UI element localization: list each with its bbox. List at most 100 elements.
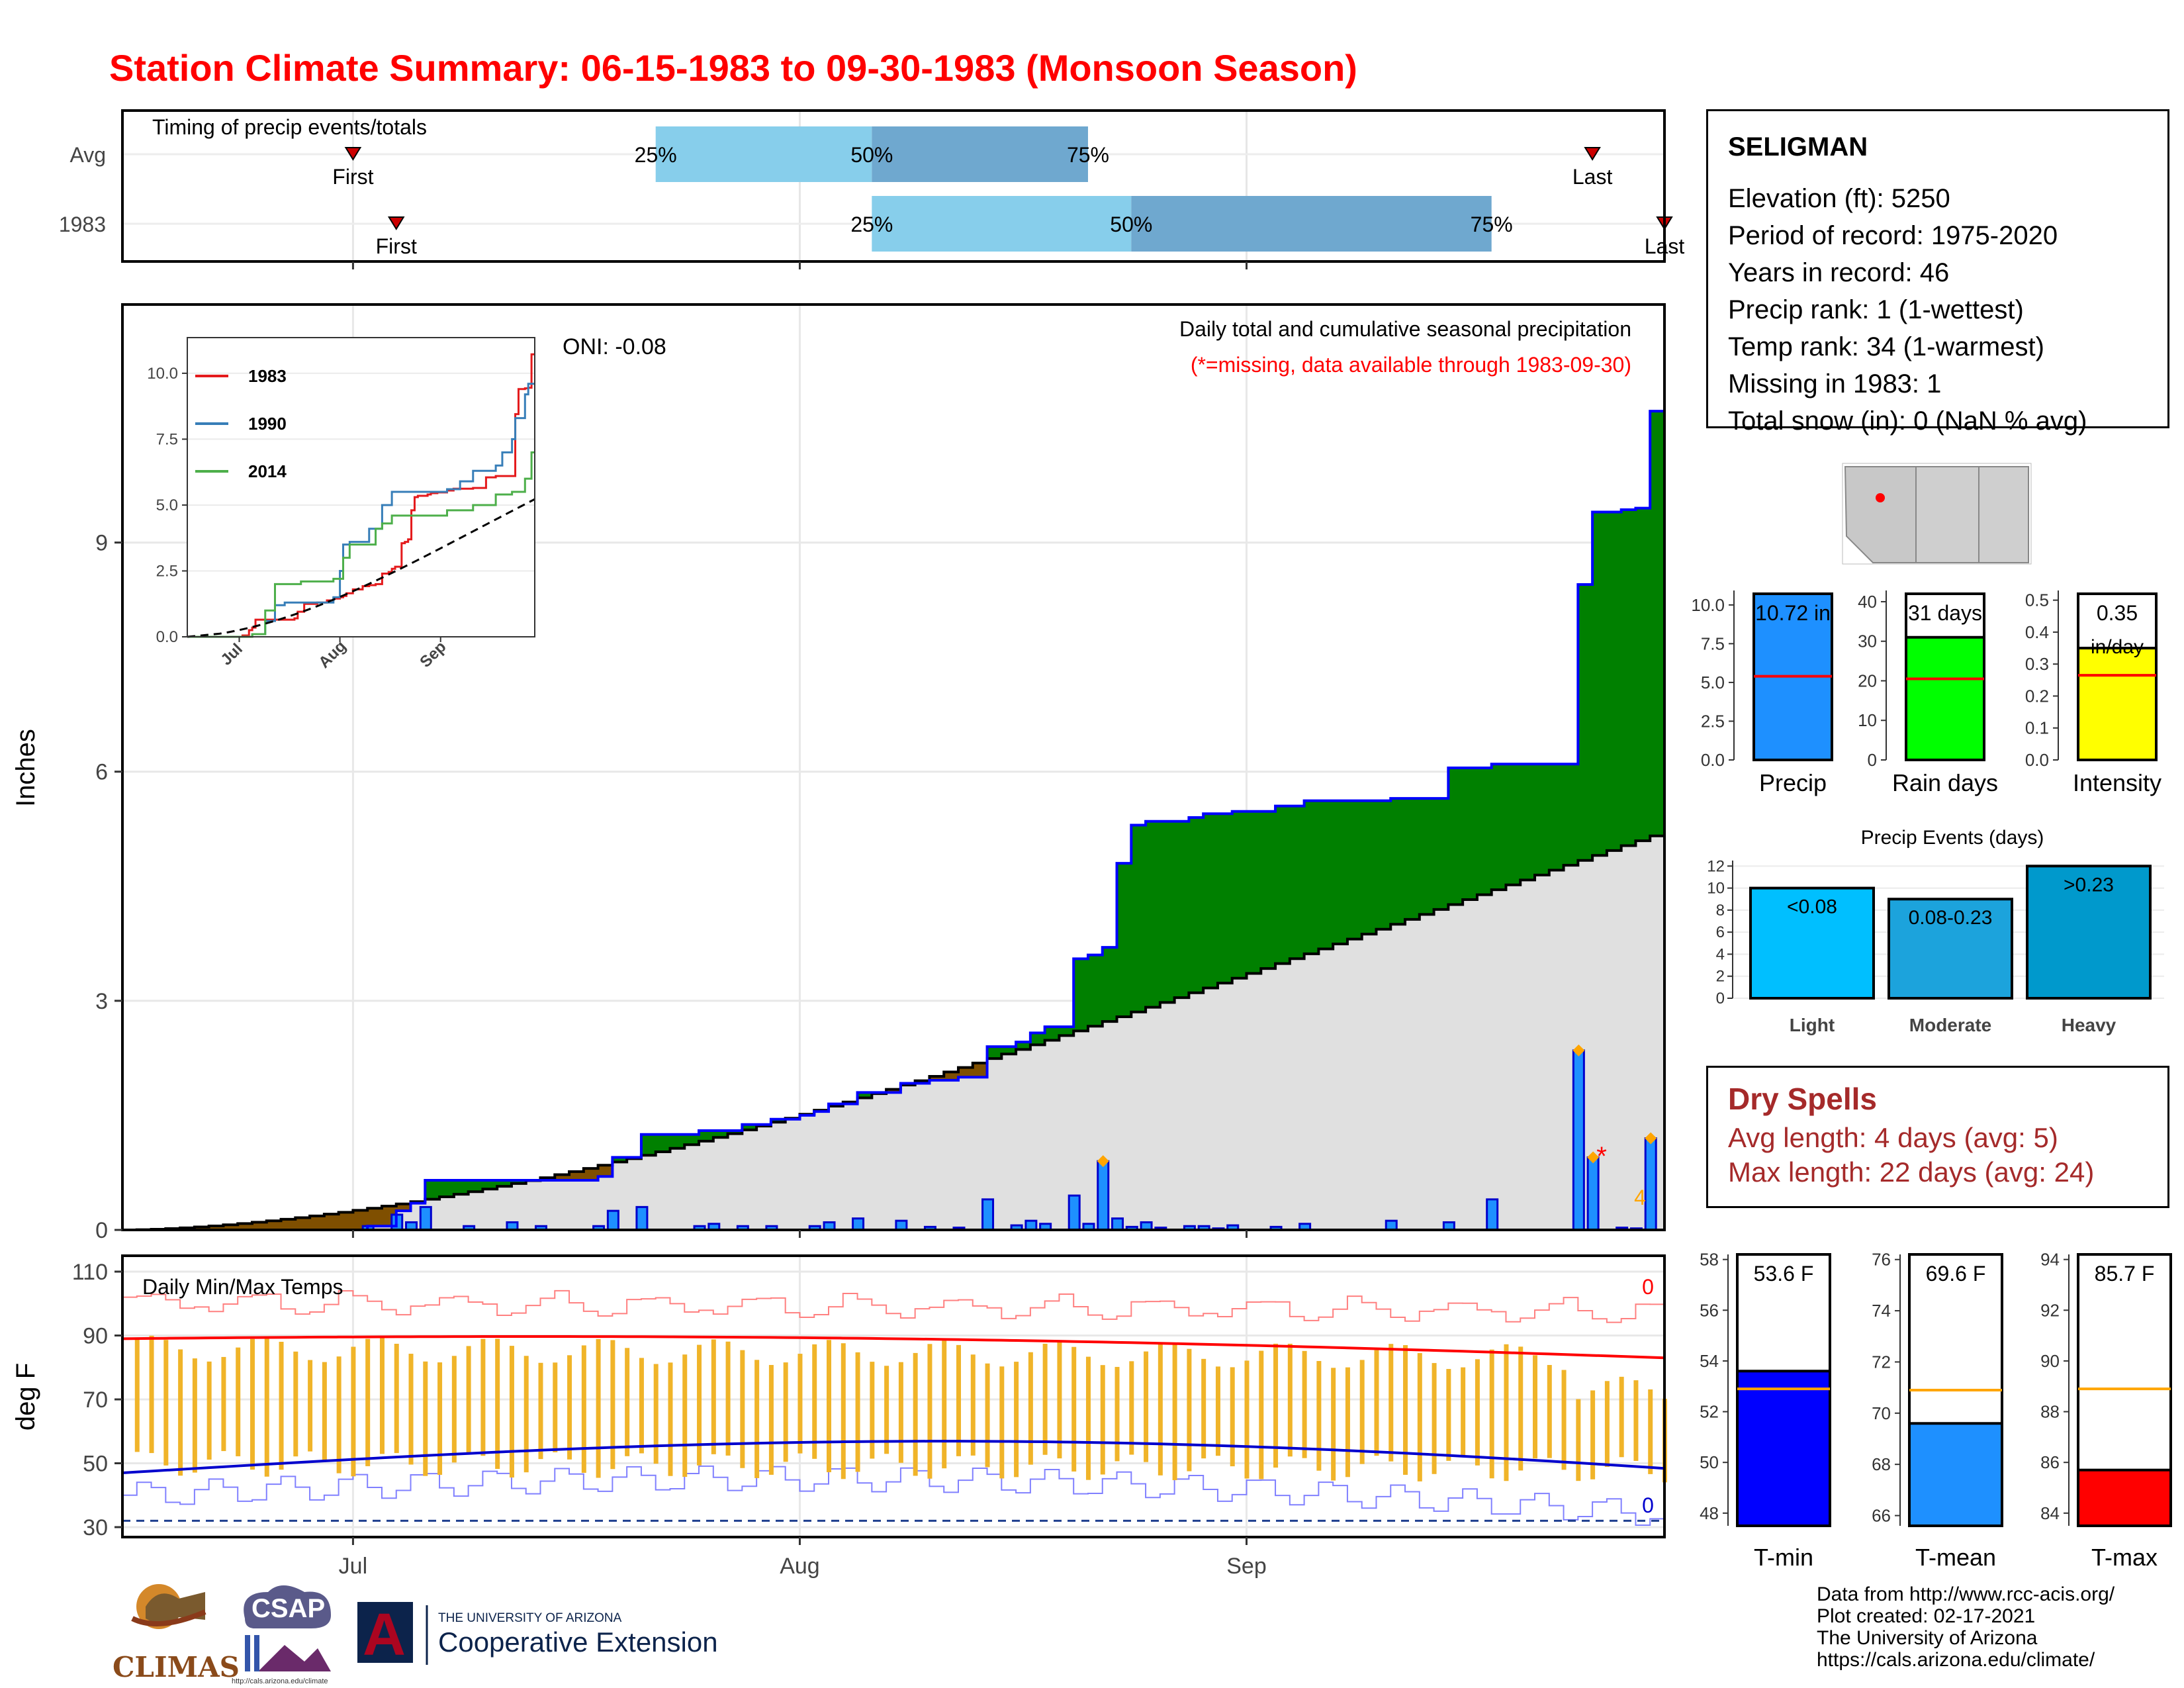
daily-temp-range-bar [480,1338,486,1456]
daily-precip-bar [1644,1137,1657,1231]
month-tick-label: Jul [339,1554,367,1579]
daily-temp-range-bar [567,1355,572,1460]
events-y-tick: 0 [1716,990,1725,1008]
daily-temp-range-bar [653,1364,659,1464]
daily-temp-range-bar [336,1356,341,1474]
first-label: First [376,234,417,258]
station-location-dot [1876,493,1885,502]
daily-temp-range-bar [610,1340,615,1470]
daily-temp-range-bar [1071,1346,1077,1472]
temp-summary-y-tick: 72 [1872,1352,1891,1372]
daily-temp-range-bar [437,1362,443,1475]
temp-summary-y-tick: 90 [2040,1351,2060,1371]
timing-row-label: 1983 [59,212,106,236]
temp-summary-y-tick: 70 [1872,1403,1891,1423]
daily-temp-range-bar [523,1356,529,1473]
daily-temp-range-bar [1446,1369,1451,1461]
daily-temp-range-bar [898,1362,903,1463]
daily-precip-bar [895,1219,908,1231]
inset-y-tick: 5.0 [156,496,178,514]
precip-y-label: Inches [11,729,40,807]
extreme-day-marker [1587,1151,1600,1164]
daily-temp-range-bar [999,1366,1005,1479]
daily-temp-range-bar [322,1362,327,1460]
temp-y-tick: 70 [83,1387,108,1413]
daily-temp-range-bar [1619,1376,1624,1458]
daily-temp-range-bar [466,1346,471,1453]
temp-summary-y-tick: 58 [1700,1250,1719,1270]
temp-summary-value [2077,1468,2172,1527]
credit-line: The University of Arizona [1817,1627,2038,1649]
daily-temp-range-bar [379,1337,385,1454]
daily-precip-bar [1572,1049,1585,1231]
daily-temp-range-bar [639,1358,644,1454]
summary-y-tick: 2.5 [1701,711,1725,731]
daily-precip-bar [1097,1160,1110,1231]
temp-summary-y-tick: 50 [1700,1452,1719,1472]
summary-y-tick: 20 [1858,671,1877,690]
cumulative-1983-line [122,410,1664,1231]
credit-line: https://cals.arizona.edu/climate/ [1817,1649,2095,1671]
daily-temp-range-bar [1518,1346,1524,1471]
daily-temp-range-bar [855,1352,860,1472]
daily-temp-range-bar [163,1340,169,1466]
events-title: Precip Events (days) [1861,827,2044,849]
inset-legend-label: 1990 [248,414,287,434]
daily-temp-range-bar [927,1344,933,1479]
ua-small-text: THE UNIVERSITY OF ARIZONA [438,1611,622,1625]
daily-temp-range-bar [1172,1342,1177,1481]
daily-precip-bar [606,1209,619,1231]
inset-series-line [187,451,535,638]
daily-temp-range-bar [1028,1352,1033,1465]
daily-precip-bar [635,1205,649,1231]
daily-temp-range-bar [1158,1343,1163,1476]
temp-summary-y-tick: 48 [1700,1503,1719,1523]
temp-summary-y-tick: 74 [1872,1301,1891,1321]
temp-summary-y-tick: 88 [2040,1402,2060,1422]
event-bar-label: Moderate [1909,1015,1991,1035]
daily-temp-range-bar [1403,1345,1408,1475]
daily-temp-range-bar [1129,1361,1134,1455]
dry-spells-max: Max length: 22 days (avg: 24) [1728,1156,2095,1188]
daily-temp-range-bar [596,1338,601,1478]
temp-summary-y-tick: 86 [2040,1452,2060,1472]
summary-y-tick: 30 [1858,632,1877,651]
station-period: Period of record: 1975-2020 [1728,221,2058,250]
temp-y-tick: 90 [83,1324,108,1349]
summary-y-tick: 0.1 [2025,718,2049,738]
extreme-day-marker [1572,1044,1585,1056]
first-marker [387,216,405,230]
first-marker [344,147,362,161]
daily-temp-range-bar [1604,1381,1610,1467]
daily-temp-range-bar [942,1340,947,1469]
summary-bar-value [2077,647,2158,761]
credits: Data from http://www.rcc-acis.org/ Plot … [1817,1583,2115,1671]
daily-temp-range-bar [221,1356,226,1452]
min-count: 0 [1642,1493,1654,1517]
daily-temp-range-bar [1115,1366,1120,1462]
station-missing: Missing in 1983: 1 [1728,369,1942,399]
temp-panel-frame [121,1254,1666,1538]
location-map [1842,463,2032,565]
station-snow: Total snow (in): 0 (NaN % avg) [1728,406,2087,436]
timing-pct-label: 50% [850,143,893,167]
summary-y-tick: 0.5 [2025,590,2049,610]
y-tick-label: 6 [95,760,108,785]
credit-line: Plot created: 02-17-2021 [1817,1605,2036,1627]
daily-precip-bar [852,1217,865,1231]
summary-bar-value-text: 10.72 in [1755,601,1831,625]
events-y-tick: 10 [1707,880,1725,898]
summary-bar-unit-text: in/day [2091,636,2144,658]
daily-precip-bar [1111,1217,1124,1231]
daily-temp-range-bar [149,1335,154,1454]
summary-y-tick: 0 [1868,750,1877,770]
daily-temp-range-bar [913,1352,918,1476]
daily-temp-range-bar [1100,1365,1105,1475]
record-max-line [122,1289,1665,1323]
summary-y-tick: 0.0 [1701,750,1725,770]
daily-temp-range-bar [1201,1358,1206,1459]
summary-y-tick: 10.0 [1691,595,1725,615]
daily-temp-range-bar [1432,1363,1437,1474]
